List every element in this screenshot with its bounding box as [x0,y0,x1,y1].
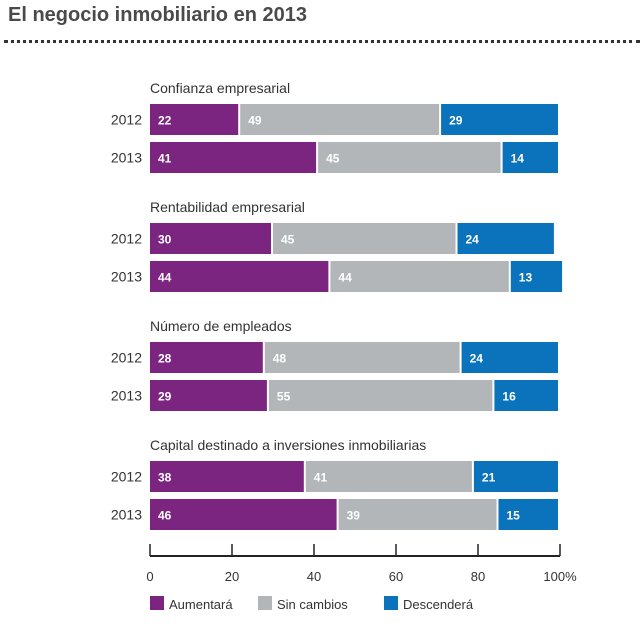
bar-value-label: 49 [248,114,262,128]
bar-segment [150,223,271,254]
group-label: Capital destinado a inversiones inmobili… [150,437,426,453]
year-label: 2013 [111,150,142,166]
bar-segment [498,499,558,530]
bar-segment [510,261,563,292]
x-tick-label: 20 [225,569,239,584]
bar-segment [268,380,493,411]
bar-value-label: 45 [281,233,295,247]
bar-segment [441,104,558,135]
legend-swatch [384,596,398,610]
x-tick-label: 100% [543,569,577,584]
bar-value-label: 29 [449,114,463,128]
bar-segment [150,261,329,292]
legend-label: Sin cambios [277,597,348,612]
bar-value-label: 22 [158,114,172,128]
bar-value-label: 29 [158,390,172,404]
title-divider [4,40,640,43]
bar-value-label: 41 [158,152,172,166]
x-tick-label: 60 [389,569,403,584]
bar-segment [502,142,558,173]
bar-value-label: 24 [466,233,480,247]
bar-value-label: 38 [158,471,172,485]
bar-segment [273,223,456,254]
legend-swatch [150,596,164,610]
bar-value-label: 41 [314,471,328,485]
x-tick-label: 80 [471,569,485,584]
bar-value-label: 48 [273,352,287,366]
bar-segment [150,142,317,173]
bar-value-label: 44 [338,271,352,285]
year-label: 2012 [111,350,142,366]
bar-value-label: 45 [326,152,340,166]
bar-segment [305,461,472,492]
year-label: 2013 [111,269,142,285]
bar-segment [494,380,558,411]
bar-segment [264,342,460,373]
bar-value-label: 28 [158,352,172,366]
year-label: 2012 [111,231,142,247]
legend-label: Descenderá [403,597,474,612]
bar-value-label: 24 [470,352,484,366]
bar-segment [150,104,239,135]
page-title: El negocio inmobiliario en 2013 [8,4,307,26]
bar-segment [318,142,501,173]
bar-value-label: 46 [158,509,172,523]
bar-value-label: 14 [511,152,525,166]
group-label: Número de empleados [150,318,292,334]
bar-segment [457,223,554,254]
bar-segment [150,380,267,411]
year-label: 2013 [111,388,142,404]
bar-value-label: 39 [347,509,361,523]
bar-value-label: 13 [519,271,533,285]
bar-value-label: 30 [158,233,172,247]
bar-value-label: 16 [502,390,516,404]
group-label: Rentabilidad empresarial [150,199,305,215]
legend-swatch [258,596,272,610]
bar-value-label: 15 [507,509,521,523]
bar-segment [473,461,558,492]
bar-segment [330,261,509,292]
bar-segment [150,461,304,492]
x-tick-label: 40 [307,569,321,584]
bar-segment [338,499,497,530]
group-label: Confianza empresarial [150,80,290,96]
bar-value-label: 44 [158,271,172,285]
bar-value-label: 21 [482,471,496,485]
bar-segment [461,342,558,373]
year-label: 2013 [111,507,142,523]
year-label: 2012 [111,469,142,485]
bar-segment [150,342,263,373]
legend-label: Aumentará [169,597,233,612]
bar-segment [150,499,337,530]
year-label: 2012 [111,112,142,128]
x-tick-label: 0 [146,569,153,584]
bar-value-label: 55 [277,390,291,404]
bar-segment [240,104,440,135]
